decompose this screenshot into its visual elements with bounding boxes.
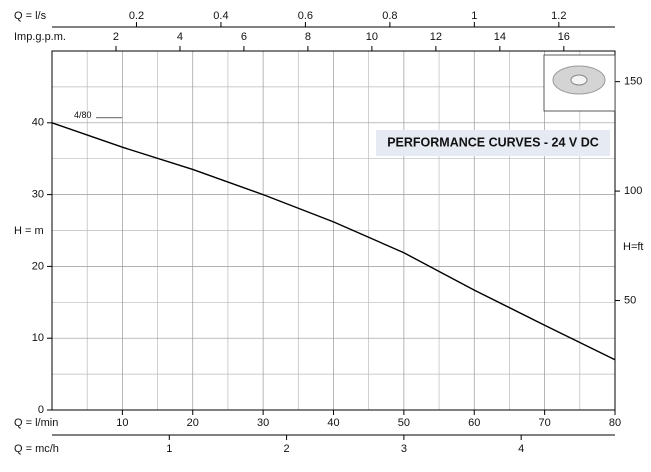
curve [51, 122, 616, 361]
y-axis-label: H = m [14, 225, 44, 237]
axis-tick-label: 4 [518, 443, 524, 455]
axis-tick-label: 2 [284, 443, 290, 455]
icon-hub [570, 74, 588, 86]
axis-tick-label: 16 [558, 31, 570, 43]
x-tick-label: 80 [609, 417, 621, 429]
x-tick-label: 20 [187, 417, 199, 429]
x-tick-label: 10 [116, 417, 128, 429]
axis-tick-label: 0.4 [213, 10, 228, 22]
chart-title: PERFORMANCE CURVES - 24 V DC [387, 135, 599, 149]
axis-tick-label: 10 [366, 31, 378, 43]
series-label: 4/80 [74, 110, 92, 120]
axis-tick-label: 8 [305, 31, 311, 43]
axis-tick-label: 0.8 [382, 10, 397, 22]
top-axis-label: Imp.g.p.m. [14, 31, 66, 43]
x-tick-label: 30 [257, 417, 269, 429]
x-axis-label: Q = l/min [14, 417, 58, 429]
x-tick-label: 60 [468, 417, 480, 429]
axis-tick-label: 2 [113, 31, 119, 43]
axis-tick-label: 14 [494, 31, 506, 43]
top-axis-label: Q = l/s [14, 10, 47, 22]
axis-tick-label: 4 [177, 31, 183, 43]
pump-icon [543, 54, 616, 112]
axis-tick-label: 0.2 [129, 10, 144, 22]
y-tick-label: 20 [32, 260, 44, 272]
y2-tick-label: 150 [624, 76, 642, 88]
x-tick-label: 40 [327, 417, 339, 429]
y-tick-label: 40 [32, 117, 44, 129]
axis-tick-label: 12 [430, 31, 442, 43]
axis-tick-label: 0.6 [298, 10, 313, 22]
axis-tick-label: 3 [401, 443, 407, 455]
axis-tick-label: 6 [241, 31, 247, 43]
x-tick-label: 50 [398, 417, 410, 429]
bottom-axis-label: Q = mc/h [14, 443, 59, 455]
y2-tick-label: 50 [624, 294, 636, 306]
axis-tick-label: 1 [166, 443, 172, 455]
y2-axis-label: H=ft [623, 241, 643, 253]
y-tick-label: 30 [32, 189, 44, 201]
y2-tick-label: 100 [624, 185, 642, 197]
y-tick-label: 10 [32, 332, 44, 344]
x-tick-label: 70 [539, 417, 551, 429]
y-tick-label: 0 [38, 404, 44, 416]
axis-tick-label: 1.2 [551, 10, 566, 22]
axis-tick-label: 1 [471, 10, 477, 22]
title-box [376, 130, 610, 156]
